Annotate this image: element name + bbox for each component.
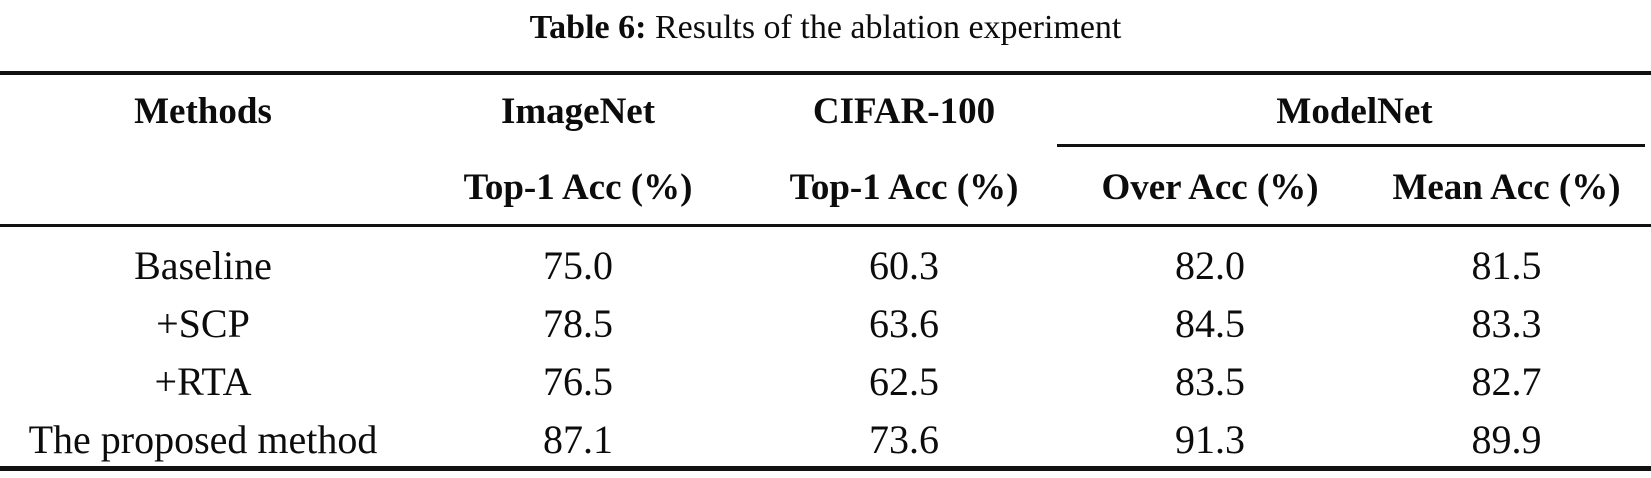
modelnet-mean-value: 81.5	[1471, 242, 1542, 288]
subheader-modelnet-over-acc: Over Acc (%)	[1101, 166, 1319, 208]
imagenet-top1-value: 76.5	[543, 358, 613, 404]
imagenet-top1-value: 87.1	[543, 416, 613, 462]
modelnet-over-value: 82.0	[1175, 242, 1245, 288]
table-row-baseline: Baseline 75.0 60.3 82.0 81.5	[0, 240, 1651, 290]
method-name: +SCP	[156, 300, 250, 346]
imagenet-top1-value: 75.0	[543, 242, 613, 288]
modelnet-span-rule	[1057, 144, 1645, 147]
imagenet-top1-value: 78.5	[543, 300, 613, 346]
cifar-top1-value: 60.3	[869, 242, 939, 288]
modelnet-over-value: 84.5	[1175, 300, 1245, 346]
table-header-separator-rule	[0, 224, 1651, 227]
column-header-methods: Methods	[134, 90, 272, 132]
subheader-modelnet-mean-acc: Mean Acc (%)	[1392, 166, 1621, 208]
modelnet-mean-value: 89.9	[1471, 416, 1542, 462]
table-bottom-rule	[0, 466, 1651, 471]
table-top-rule	[0, 71, 1651, 75]
table-caption: Table 6: Results of the ablation experim…	[0, 6, 1651, 50]
subheader-cifar-top1-acc: Top-1 Acc (%)	[789, 166, 1019, 208]
table-row-proposed-method: The proposed method 87.1 73.6 91.3 89.9	[0, 414, 1651, 464]
cifar-top1-value: 73.6	[869, 416, 939, 462]
cifar-top1-value: 63.6	[869, 300, 939, 346]
table-header-group-row: Methods ImageNet CIFAR-100 ModelNet	[0, 86, 1651, 136]
table-row-rta: +RTA 76.5 62.5 83.5 82.7	[0, 356, 1651, 406]
modelnet-over-value: 83.5	[1175, 358, 1245, 404]
method-name: +RTA	[154, 358, 252, 404]
table-caption-text: Results of the ablation experiment	[654, 9, 1122, 46]
table-header-sub-row: Top-1 Acc (%) Top-1 Acc (%) Over Acc (%)…	[0, 162, 1651, 212]
table-caption-label: Table 6:	[529, 9, 647, 46]
method-name: The proposed method	[28, 416, 378, 462]
column-header-modelnet: ModelNet	[1276, 90, 1433, 132]
table-row-scp: +SCP 78.5 63.6 84.5 83.3	[0, 298, 1651, 348]
cifar-top1-value: 62.5	[869, 358, 939, 404]
modelnet-mean-value: 83.3	[1471, 300, 1542, 346]
subheader-imagenet-top1-acc: Top-1 Acc (%)	[463, 166, 693, 208]
column-header-cifar-100: CIFAR-100	[812, 90, 996, 132]
modelnet-mean-value: 82.7	[1471, 358, 1542, 404]
method-name: Baseline	[134, 242, 272, 288]
modelnet-over-value: 91.3	[1175, 416, 1245, 462]
column-header-imagenet: ImageNet	[500, 90, 656, 132]
